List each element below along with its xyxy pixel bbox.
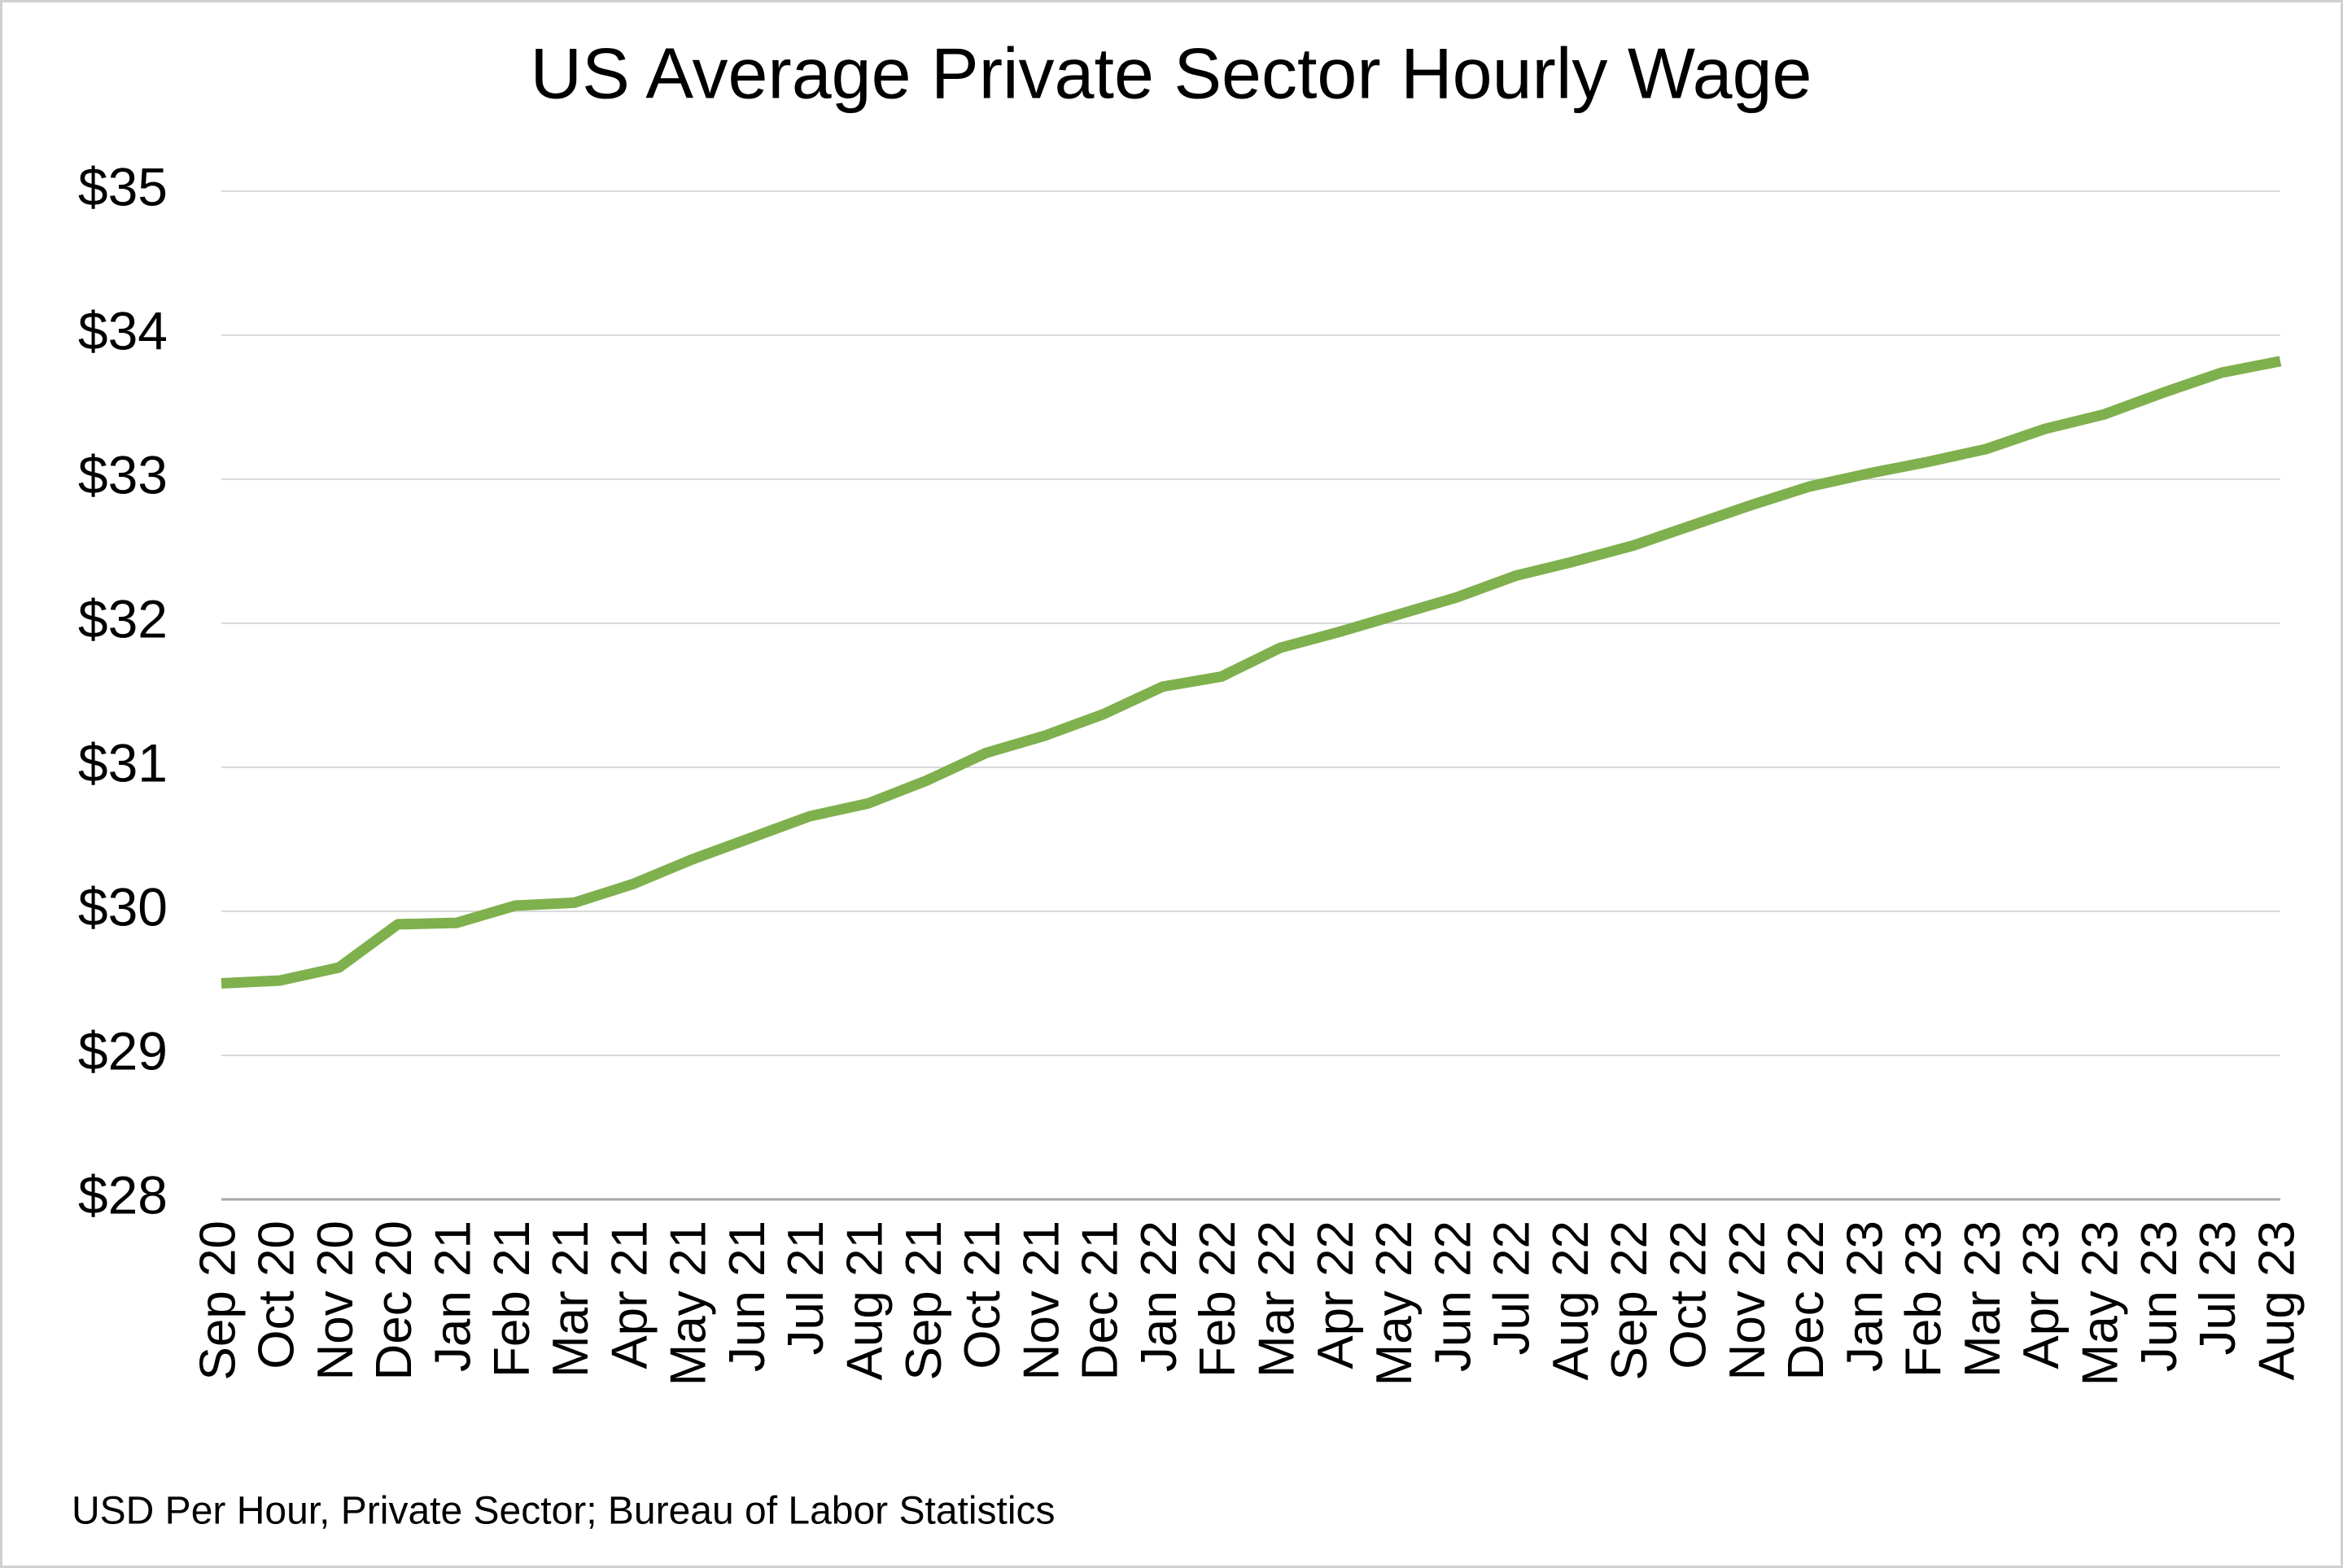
x-tick-label: Nov 20 — [308, 1221, 364, 1380]
y-tick-label: $34 — [78, 300, 168, 360]
x-tick-label: Jan 21 — [426, 1221, 482, 1372]
x-tick-label: Jan 22 — [1131, 1221, 1187, 1372]
x-tick-label: Jul 22 — [1484, 1221, 1541, 1355]
x-tick-label: Sep 22 — [1602, 1221, 1658, 1381]
x-tick-label: May 22 — [1366, 1221, 1423, 1386]
x-tick-label: Jan 23 — [1837, 1221, 1893, 1372]
x-tick-label: Mar 23 — [1955, 1221, 2011, 1378]
chart-note: USD Per Hour, Private Sector; Bureau of … — [72, 1490, 1056, 1533]
x-tick-label: Nov 22 — [1720, 1221, 1776, 1380]
x-tick-label: Apr 22 — [1308, 1221, 1364, 1369]
x-tick-label: Oct 20 — [249, 1221, 305, 1369]
y-tick-label: $28 — [78, 1164, 168, 1225]
chart-title: US Average Private Sector Hourly Wage — [531, 33, 1812, 113]
x-tick-label: Dec 21 — [1073, 1221, 1129, 1380]
y-tick-label: $33 — [78, 444, 168, 504]
series-line — [221, 356, 2282, 989]
x-tick-label: May 21 — [661, 1221, 717, 1386]
x-tick-label: Jul 23 — [2190, 1221, 2246, 1355]
y-tick-label: $31 — [78, 732, 168, 793]
x-tick-label: Feb 21 — [484, 1221, 540, 1378]
x-tick-label: Jun 21 — [719, 1221, 776, 1372]
x-tick-label: Mar 22 — [1249, 1221, 1305, 1378]
x-tick-label: Apr 21 — [601, 1221, 658, 1369]
x-tick-label: Dec 22 — [1778, 1221, 1834, 1380]
y-tick-label: $32 — [78, 588, 168, 649]
x-tick-label: Nov 21 — [1013, 1221, 1069, 1380]
x-tick-label: Aug 23 — [2249, 1221, 2305, 1381]
x-tick-label: Jun 23 — [2131, 1221, 2188, 1372]
y-tick-label: $30 — [78, 876, 168, 937]
x-tick-label: Jun 22 — [1425, 1221, 1481, 1372]
x-tick-label: Aug 22 — [1543, 1221, 1599, 1381]
x-tick-label: Feb 23 — [1896, 1221, 1952, 1378]
x-tick-label: Oct 21 — [955, 1221, 1011, 1369]
x-tick-label: Sep 21 — [896, 1221, 952, 1381]
x-tick-label: May 23 — [2073, 1221, 2129, 1386]
x-tick-label: Jul 21 — [778, 1221, 834, 1355]
x-tick-label: Oct 22 — [1661, 1221, 1717, 1369]
x-tick-label: Aug 21 — [837, 1221, 894, 1381]
x-tick-label: Mar 21 — [543, 1221, 599, 1378]
x-tick-label: Feb 22 — [1190, 1221, 1246, 1378]
x-tick-label: Dec 20 — [366, 1221, 422, 1380]
y-tick-label: $29 — [78, 1020, 168, 1081]
x-tick-label: Apr 23 — [2013, 1221, 2070, 1369]
y-tick-label: $35 — [78, 156, 168, 216]
x-tick-label: Sep 20 — [190, 1221, 246, 1381]
